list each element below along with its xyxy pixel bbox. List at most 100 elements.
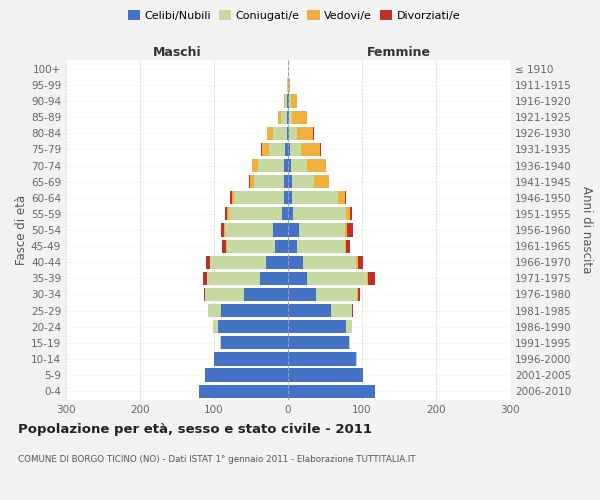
Bar [288, 126, 289, 140]
Bar [288, 175, 329, 188]
Bar [288, 336, 350, 349]
Bar [208, 304, 288, 317]
Bar [225, 224, 288, 236]
Bar [288, 240, 297, 252]
Bar [288, 126, 297, 140]
Bar [220, 336, 288, 349]
Bar [250, 175, 288, 188]
Bar [262, 143, 288, 156]
Bar [269, 143, 288, 156]
Bar [288, 352, 357, 366]
Bar [288, 191, 346, 204]
Bar [288, 159, 307, 172]
Bar [288, 336, 350, 349]
Bar [218, 320, 288, 334]
Bar [234, 191, 288, 204]
Bar [288, 368, 364, 382]
Bar [288, 384, 376, 398]
Bar [208, 304, 288, 317]
Bar [288, 110, 292, 124]
Bar [284, 94, 288, 108]
Bar [252, 159, 288, 172]
Bar [266, 256, 288, 269]
Bar [288, 94, 297, 108]
Bar [209, 256, 288, 269]
Bar [288, 336, 349, 349]
Bar [221, 336, 288, 349]
Text: COMUNE DI BORGO TICINO (NO) - Dati ISTAT 1° gennaio 2011 - Elaborazione TUTTITAL: COMUNE DI BORGO TICINO (NO) - Dati ISTAT… [18, 455, 416, 464]
Bar [206, 272, 288, 285]
Bar [227, 240, 288, 252]
Bar [224, 224, 288, 236]
Bar [288, 143, 320, 156]
Bar [220, 336, 288, 349]
Bar [287, 94, 288, 108]
Text: Femmine: Femmine [367, 46, 431, 59]
Bar [278, 110, 288, 124]
Bar [288, 272, 307, 285]
Bar [232, 191, 288, 204]
Bar [281, 110, 288, 124]
Bar [288, 224, 347, 236]
Bar [288, 368, 364, 382]
Bar [288, 208, 350, 220]
Bar [288, 256, 303, 269]
Bar [288, 304, 352, 317]
Bar [288, 272, 367, 285]
Bar [288, 94, 297, 108]
Bar [288, 126, 313, 140]
Bar [288, 159, 326, 172]
Bar [206, 256, 288, 269]
Bar [288, 320, 346, 334]
Bar [288, 224, 353, 236]
Bar [288, 78, 289, 92]
Bar [288, 191, 345, 204]
Bar [205, 368, 288, 382]
Bar [226, 240, 288, 252]
Bar [282, 208, 288, 220]
Bar [273, 224, 288, 236]
Bar [288, 208, 352, 220]
Bar [288, 208, 293, 220]
Bar [288, 384, 376, 398]
Bar [288, 94, 291, 108]
Bar [288, 288, 316, 301]
Bar [288, 175, 292, 188]
Bar [222, 240, 288, 252]
Bar [254, 175, 288, 188]
Bar [273, 126, 288, 140]
Bar [288, 110, 289, 124]
Bar [288, 110, 307, 124]
Bar [267, 126, 288, 140]
Bar [199, 384, 288, 398]
Bar [203, 288, 288, 301]
Bar [288, 336, 350, 349]
Bar [227, 208, 288, 220]
Bar [221, 304, 288, 317]
Bar [275, 240, 288, 252]
Bar [214, 352, 288, 366]
Bar [205, 288, 288, 301]
Text: Maschi: Maschi [152, 46, 202, 59]
Bar [278, 110, 288, 124]
Bar [288, 143, 320, 156]
Bar [288, 272, 376, 285]
Bar [205, 368, 288, 382]
Bar [206, 272, 288, 285]
Bar [287, 110, 288, 124]
Bar [287, 78, 288, 92]
Bar [288, 224, 345, 236]
Bar [214, 352, 288, 366]
Bar [199, 384, 288, 398]
Bar [288, 143, 301, 156]
Y-axis label: Fasce di età: Fasce di età [15, 195, 28, 265]
Bar [288, 384, 376, 398]
Bar [288, 143, 290, 156]
Bar [253, 159, 288, 172]
Bar [288, 304, 331, 317]
Bar [203, 272, 288, 285]
Bar [288, 159, 326, 172]
Bar [199, 384, 288, 398]
Bar [288, 208, 346, 220]
Bar [267, 126, 288, 140]
